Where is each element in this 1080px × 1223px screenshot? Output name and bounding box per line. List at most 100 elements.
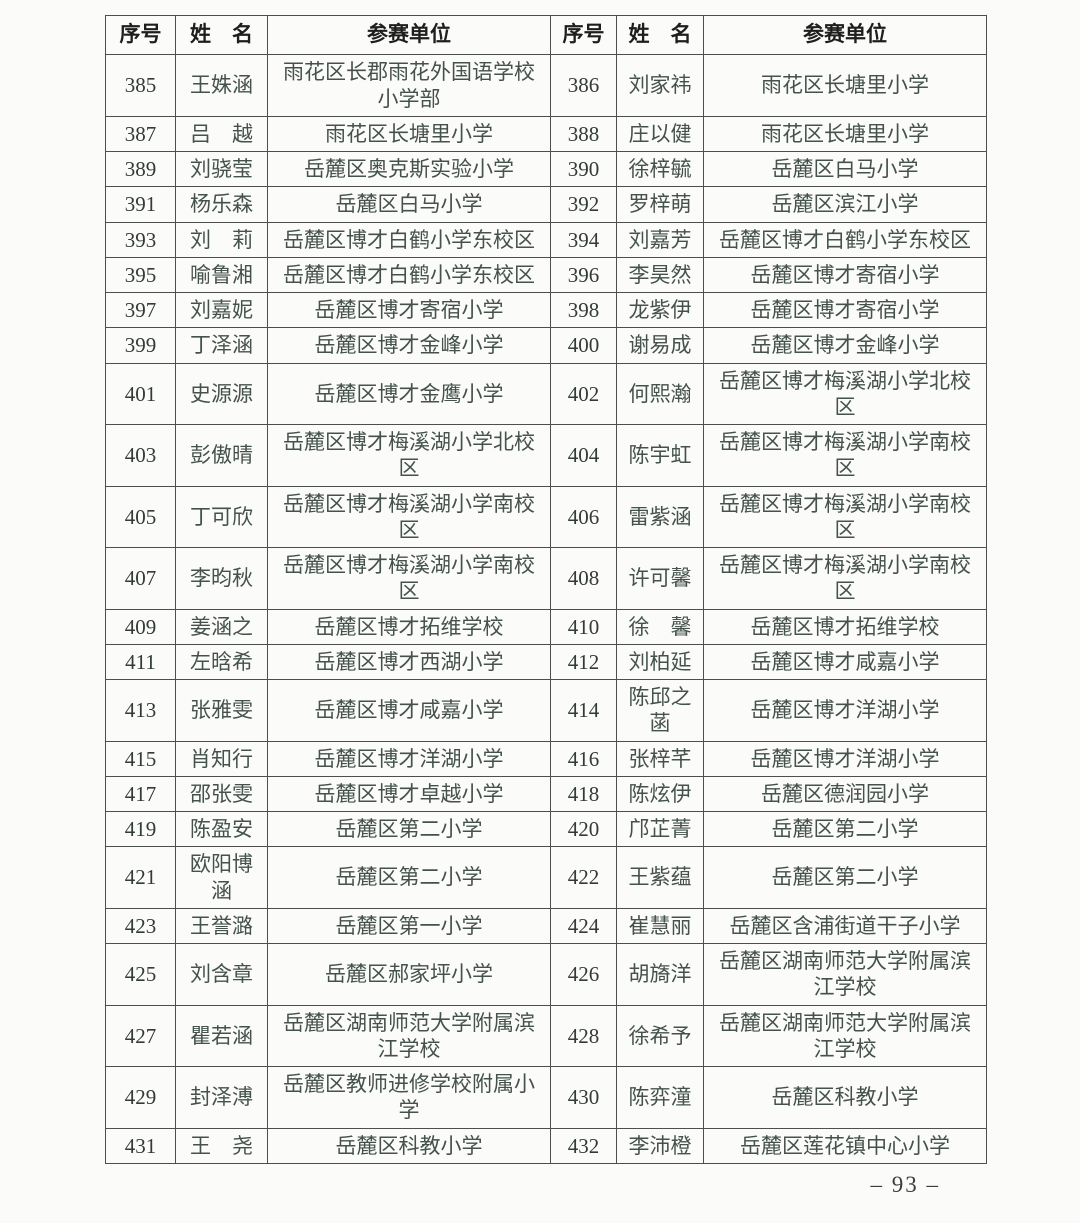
cell-name: 徐梓毓 <box>616 150 704 188</box>
cell-seq: 404 <box>550 424 617 487</box>
cell-seq: 410 <box>550 608 617 645</box>
cell-name: 封泽溥 <box>175 1066 268 1129</box>
cell-name: 李沛橙 <box>616 1127 704 1164</box>
cell-unit: 岳麓区博才梅溪湖小学南校区 <box>267 485 551 548</box>
cell-name: 陈盈安 <box>175 810 268 848</box>
cell-seq: 391 <box>105 186 176 223</box>
table-row: 417 邵张雯 岳麓区博才卓越小学 418 陈炫伊 岳麓区德润园小学 <box>105 775 987 813</box>
cell-name: 彭傲晴 <box>175 424 268 487</box>
cell-seq: 400 <box>550 327 617 364</box>
cell-unit: 岳麓区第二小学 <box>267 810 551 848</box>
cell-name: 李昀秋 <box>175 547 268 610</box>
cell-seq: 430 <box>550 1066 617 1129</box>
cell-name: 李昊然 <box>616 256 704 294</box>
cell-seq: 429 <box>105 1066 176 1129</box>
cell-name: 吕 越 <box>175 115 268 153</box>
cell-name: 王紫蕴 <box>616 846 704 909</box>
table-row: 395 喻鲁湘 岳麓区博才白鹤小学东校区 396 李昊然 岳麓区博才寄宿小学 <box>105 256 987 294</box>
cell-name: 龙紫伊 <box>616 291 704 329</box>
participants-table: 序号 姓 名 参赛单位 序号 姓 名 参赛单位 385 王姝涵 雨花区长郡雨花外国语… <box>105 14 987 1164</box>
cell-name: 刘嘉妮 <box>175 291 268 329</box>
cell-unit: 岳麓区莲花镇中心小学 <box>703 1127 987 1164</box>
cell-name: 张雅雯 <box>175 679 268 742</box>
header-unit-left: 参赛单位 <box>267 14 551 56</box>
cell-name: 徐希予 <box>616 1004 704 1067</box>
participants-table-wrap: 序号 姓 名 参赛单位 序号 姓 名 参赛单位 385 王姝涵 雨花区长郡雨花外国语… <box>105 14 987 1164</box>
cell-name: 刘柏延 <box>616 643 704 681</box>
table-row: 407 李昀秋 岳麓区博才梅溪湖小学南校区 408 许可馨 岳麓区博才梅溪湖小学南校区 <box>105 547 987 610</box>
cell-name: 许可馨 <box>616 547 704 610</box>
cell-unit: 岳麓区博才洋湖小学 <box>703 679 987 742</box>
table-row: 409 姜涵之 岳麓区博才拓维学校 410 徐 馨岳麓区博才拓维学校 <box>105 608 987 645</box>
table-row: 403 彭傲晴 岳麓区博才梅溪湖小学北校区 404 陈宇虹 岳麓区博才梅溪湖小学南校区 <box>105 424 987 487</box>
cell-unit: 岳麓区博才白鹤小学东校区 <box>703 221 987 258</box>
cell-unit: 岳麓区德润园小学 <box>703 775 987 813</box>
cell-name: 丁泽涵 <box>175 327 268 364</box>
header-row: 序号 姓 名 参赛单位 序号 姓 名 参赛单位 <box>105 14 987 56</box>
cell-unit: 岳麓区湖南师范大学附属滨江学校 <box>703 943 987 1006</box>
cell-seq: 390 <box>550 150 617 188</box>
cell-unit: 岳麓区博才金峰小学 <box>703 327 987 364</box>
cell-unit: 岳麓区湖南师范大学附属滨江学校 <box>267 1004 551 1067</box>
cell-unit: 岳麓区湖南师范大学附属滨江学校 <box>703 1004 987 1067</box>
header-seq-right: 序号 <box>550 14 617 56</box>
table-row: 427 瞿若涵 岳麓区湖南师范大学附属滨江学校 428 徐希予 岳麓区湖南师范大学附属滨江… <box>105 1004 987 1067</box>
cell-name: 肖知行 <box>175 740 268 777</box>
cell-name: 邵张雯 <box>175 775 268 813</box>
cell-seq: 421 <box>105 846 176 909</box>
cell-seq: 422 <box>550 846 617 909</box>
cell-seq: 395 <box>105 256 176 294</box>
cell-unit: 岳麓区博才咸嘉小学 <box>267 679 551 742</box>
cell-seq: 385 <box>105 54 176 117</box>
cell-unit: 岳麓区白马小学 <box>703 150 987 188</box>
cell-unit: 岳麓区第二小学 <box>703 810 987 848</box>
cell-unit: 岳麓区含浦街道干子小学 <box>703 907 987 945</box>
table-row: 393 刘 莉岳麓区博才白鹤小学东校区 394 刘嘉芳 岳麓区博才白鹤小学东校区 <box>105 221 987 258</box>
cell-seq: 424 <box>550 907 617 945</box>
cell-seq: 426 <box>550 943 617 1006</box>
cell-name: 王誉潞 <box>175 907 268 945</box>
table-row: 411 左晗希 岳麓区博才西湖小学 412 刘柏延 岳麓区博才咸嘉小学 <box>105 643 987 681</box>
cell-name: 庄以健 <box>616 115 704 153</box>
cell-seq: 393 <box>105 221 176 258</box>
cell-name: 欧阳博涵 <box>175 846 268 909</box>
cell-unit: 岳麓区博才咸嘉小学 <box>703 643 987 681</box>
cell-unit: 岳麓区滨江小学 <box>703 186 987 223</box>
cell-unit: 岳麓区博才金峰小学 <box>267 327 551 364</box>
cell-unit: 岳麓区科教小学 <box>703 1066 987 1129</box>
cell-name: 陈宇虹 <box>616 424 704 487</box>
cell-name: 徐 馨 <box>616 608 704 645</box>
cell-unit: 岳麓区博才白鹤小学东校区 <box>267 221 551 258</box>
cell-unit: 岳麓区博才梅溪湖小学南校区 <box>703 547 987 610</box>
cell-name: 罗梓萌 <box>616 186 704 223</box>
cell-unit: 岳麓区博才洋湖小学 <box>267 740 551 777</box>
cell-name: 刘 莉 <box>175 221 268 258</box>
header-name-left: 姓 名 <box>175 14 268 56</box>
cell-seq: 401 <box>105 362 176 425</box>
cell-seq: 416 <box>550 740 617 777</box>
cell-seq: 398 <box>550 291 617 329</box>
cell-seq: 387 <box>105 115 176 153</box>
cell-unit: 岳麓区郝家坪小学 <box>267 943 551 1006</box>
cell-name: 雷紫涵 <box>616 485 704 548</box>
cell-seq: 425 <box>105 943 176 1006</box>
cell-unit: 雨花区长塘里小学 <box>703 115 987 153</box>
cell-name: 王姝涵 <box>175 54 268 117</box>
header-unit-right: 参赛单位 <box>703 14 987 56</box>
cell-unit: 雨花区长郡雨花外国语学校小学部 <box>267 54 551 117</box>
cell-unit: 岳麓区博才寄宿小学 <box>267 291 551 329</box>
cell-name: 姜涵之 <box>175 608 268 645</box>
page-number: – 93 – <box>870 1172 940 1197</box>
header-name-right: 姓 名 <box>616 14 704 56</box>
cell-unit: 雨花区长塘里小学 <box>267 115 551 153</box>
cell-unit: 岳麓区博才金鹰小学 <box>267 362 551 425</box>
table-row: 429 封泽溥 岳麓区教师进修学校附属小学 430 陈弈潼 岳麓区科教小学 <box>105 1066 987 1129</box>
cell-unit: 岳麓区博才寄宿小学 <box>703 256 987 294</box>
table-row: 423 王誉潞 岳麓区第一小学 424 崔慧丽 岳麓区含浦街道干子小学 <box>105 907 987 945</box>
table-row: 413 张雅雯 岳麓区博才咸嘉小学 414 陈邱之菡 岳麓区博才洋湖小学 <box>105 679 987 742</box>
cell-unit: 岳麓区第二小学 <box>267 846 551 909</box>
cell-seq: 413 <box>105 679 176 742</box>
cell-name: 崔慧丽 <box>616 907 704 945</box>
cell-name: 杨乐森 <box>175 186 268 223</box>
table-row: 401 史源源 岳麓区博才金鹰小学 402 何熙瀚 岳麓区博才梅溪湖小学北校区 <box>105 362 987 425</box>
